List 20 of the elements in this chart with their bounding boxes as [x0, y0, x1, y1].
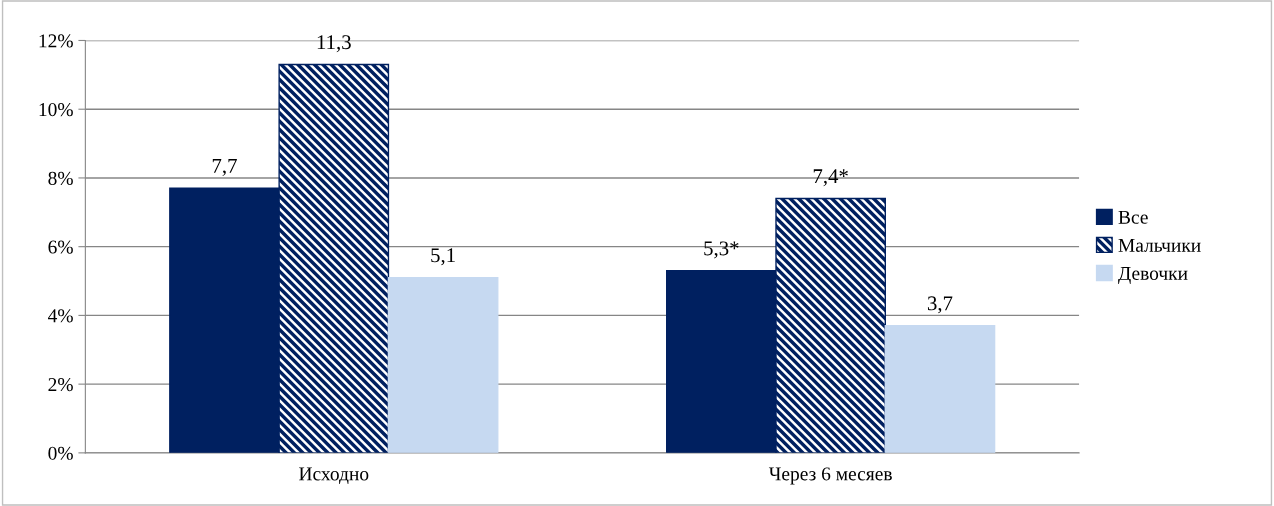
x-tick-label: Исходно [299, 467, 369, 485]
x-tick-label: Через 6 месяев [768, 467, 892, 485]
bar [884, 325, 996, 453]
y-tick-label: 12% [39, 34, 73, 48]
data-label: 7,4* [813, 169, 848, 187]
y-tick-label: 4% [48, 309, 73, 323]
bar [387, 276, 499, 453]
legend-label: Все [1118, 210, 1148, 224]
data-label: 11,3 [317, 35, 351, 53]
data-label: 5,3* [704, 241, 739, 259]
y-tick-label: 10% [39, 103, 73, 117]
legend-label: Девочки [1118, 267, 1188, 284]
data-label: 3,7 [927, 296, 953, 314]
data-label: 5,1 [431, 248, 455, 266]
y-tick-label: 6% [48, 240, 73, 254]
legend-label: Мальчики [1118, 238, 1201, 252]
data-label: 7,7 [212, 159, 237, 176]
y-tick-label: 8% [48, 171, 73, 185]
y-tick-label: 2% [48, 377, 73, 392]
y-tick-label: 0% [48, 446, 73, 460]
